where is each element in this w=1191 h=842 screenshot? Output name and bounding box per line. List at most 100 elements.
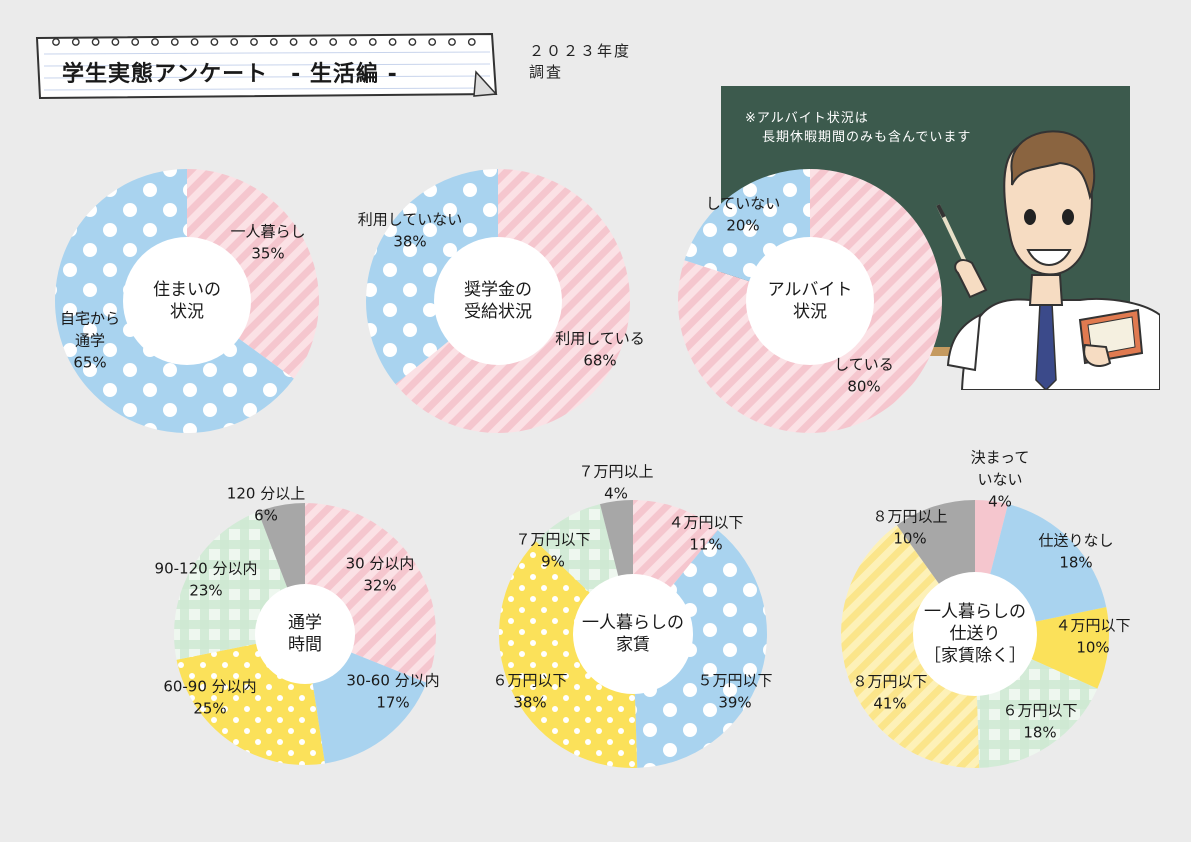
pie-slice [633, 530, 767, 768]
slice-label: 32% [363, 577, 396, 595]
chart-center-title: ［家賃除く］ [924, 646, 1026, 666]
slice-label: ４万円以下 [668, 514, 743, 532]
binder-ring-hole [91, 38, 100, 46]
binder-ring-hole [408, 38, 417, 46]
slice-label: 65% [73, 354, 106, 372]
slice-label: 利用していない [358, 211, 463, 229]
slice-label: 10% [1076, 639, 1109, 657]
survey-year-line1: ２０２３年度 [529, 42, 632, 60]
slice-label: 20% [726, 217, 759, 235]
donut-hole [746, 237, 874, 365]
binder-ring-hole [448, 38, 456, 46]
slice-label: 4% [604, 485, 628, 503]
slice-label: 10% [893, 530, 926, 548]
slice-label: 35% [251, 245, 284, 263]
slice-label: 9% [541, 553, 565, 571]
donut-hole [434, 237, 562, 365]
slice-label: 17% [376, 694, 409, 712]
binder-ring-hole [170, 38, 179, 46]
title-card [35, 32, 498, 100]
chart-center-title: アルバイト [768, 280, 853, 300]
board-note-line2: 長期休暇期間のみも含んでいます [762, 130, 972, 145]
slice-label: 18% [1059, 554, 1092, 572]
slice-label: ８万円以上 [872, 508, 947, 526]
slice-label: ６万円以下 [1002, 702, 1077, 720]
survey-year-line2: 調査 [529, 63, 564, 81]
slice-label: 41% [873, 695, 906, 713]
slice-label: 通学 [75, 332, 105, 350]
chart-center-title: 仕送り [950, 624, 1001, 644]
chart-center-title: 一人暮らしの [582, 613, 684, 633]
pie-slice [498, 541, 638, 768]
slice-label: 4% [988, 493, 1012, 511]
chart-center-title: 住まいの [153, 280, 221, 300]
slice-label: 30-60 分以内 [346, 672, 439, 690]
binder-ring-hole [131, 38, 140, 46]
pie-slice [841, 525, 980, 768]
slice-label: 仕送りなし [1038, 532, 1113, 550]
donut-hole [913, 572, 1037, 696]
slice-label: ５万円以下 [697, 672, 772, 690]
board-note-line1: ※アルバイト状況は [745, 111, 869, 126]
slice-label: 6% [254, 507, 278, 525]
slice-label: 90-120 分以内 [155, 560, 258, 578]
slice-label: 決まって [971, 449, 1030, 467]
slice-label: 39% [718, 694, 751, 712]
slice-label: ６万円以下 [492, 672, 567, 690]
chart-center-title: 奨学金の [464, 280, 532, 300]
chart-center-title: 受給状況 [464, 302, 532, 322]
slice-label: している [834, 356, 894, 374]
binder-ring-hole [111, 38, 120, 46]
slice-label: 30 分以内 [346, 555, 415, 573]
binder-ring-hole [289, 38, 298, 46]
binder-ring-hole [71, 38, 80, 46]
slice-label: いない [977, 471, 1022, 489]
donut-hole [123, 237, 251, 365]
slice-label: 80% [847, 378, 880, 396]
chart-center-title: 一人暮らしの [924, 602, 1026, 622]
donut-hole [573, 574, 693, 694]
binder-ring-hole [467, 38, 476, 46]
slice-label: 68% [583, 352, 616, 370]
chart-center-title: 状況 [170, 302, 204, 322]
slice-label: 23% [189, 582, 222, 600]
chart-center-title: 状況 [793, 302, 827, 322]
pie-slice [366, 169, 498, 385]
teacher-illustration [936, 130, 1160, 390]
slice-label: ７万円以上 [578, 463, 653, 481]
slice-label: ４万円以下 [1055, 617, 1130, 635]
binder-ring-hole [230, 38, 239, 46]
binder-ring-hole [269, 38, 278, 46]
slice-label: 一人暮らし [230, 223, 305, 241]
binder-ring-hole [210, 38, 219, 46]
slice-label: 利用している [555, 330, 645, 348]
slice-label: 60-90 分以内 [163, 678, 256, 696]
binder-ring-hole [250, 38, 258, 46]
binder-ring-hole [190, 38, 199, 46]
slice-label: ７万円以下 [515, 531, 590, 549]
chart-center-title: 通学 [288, 613, 322, 633]
donut-hole [255, 584, 355, 684]
binder-rings [52, 38, 476, 46]
slice-label: 120 分以上 [227, 485, 305, 503]
binder-ring-hole [349, 38, 357, 46]
binder-ring-hole [52, 38, 60, 46]
binder-ring-hole [388, 38, 397, 46]
slice-label: 38% [513, 694, 546, 712]
binder-ring-hole [428, 38, 437, 46]
binder-ring-hole [329, 38, 338, 46]
slice-label: 18% [1023, 724, 1056, 742]
chart-center-title: 時間 [288, 635, 322, 655]
binder-ring-hole [151, 38, 159, 46]
binder-ring-hole [368, 38, 377, 46]
survey-year: ２０２３年度 調査 [529, 41, 631, 83]
chart-center-title: 家賃 [616, 635, 650, 655]
slice-label: 25% [193, 700, 226, 718]
